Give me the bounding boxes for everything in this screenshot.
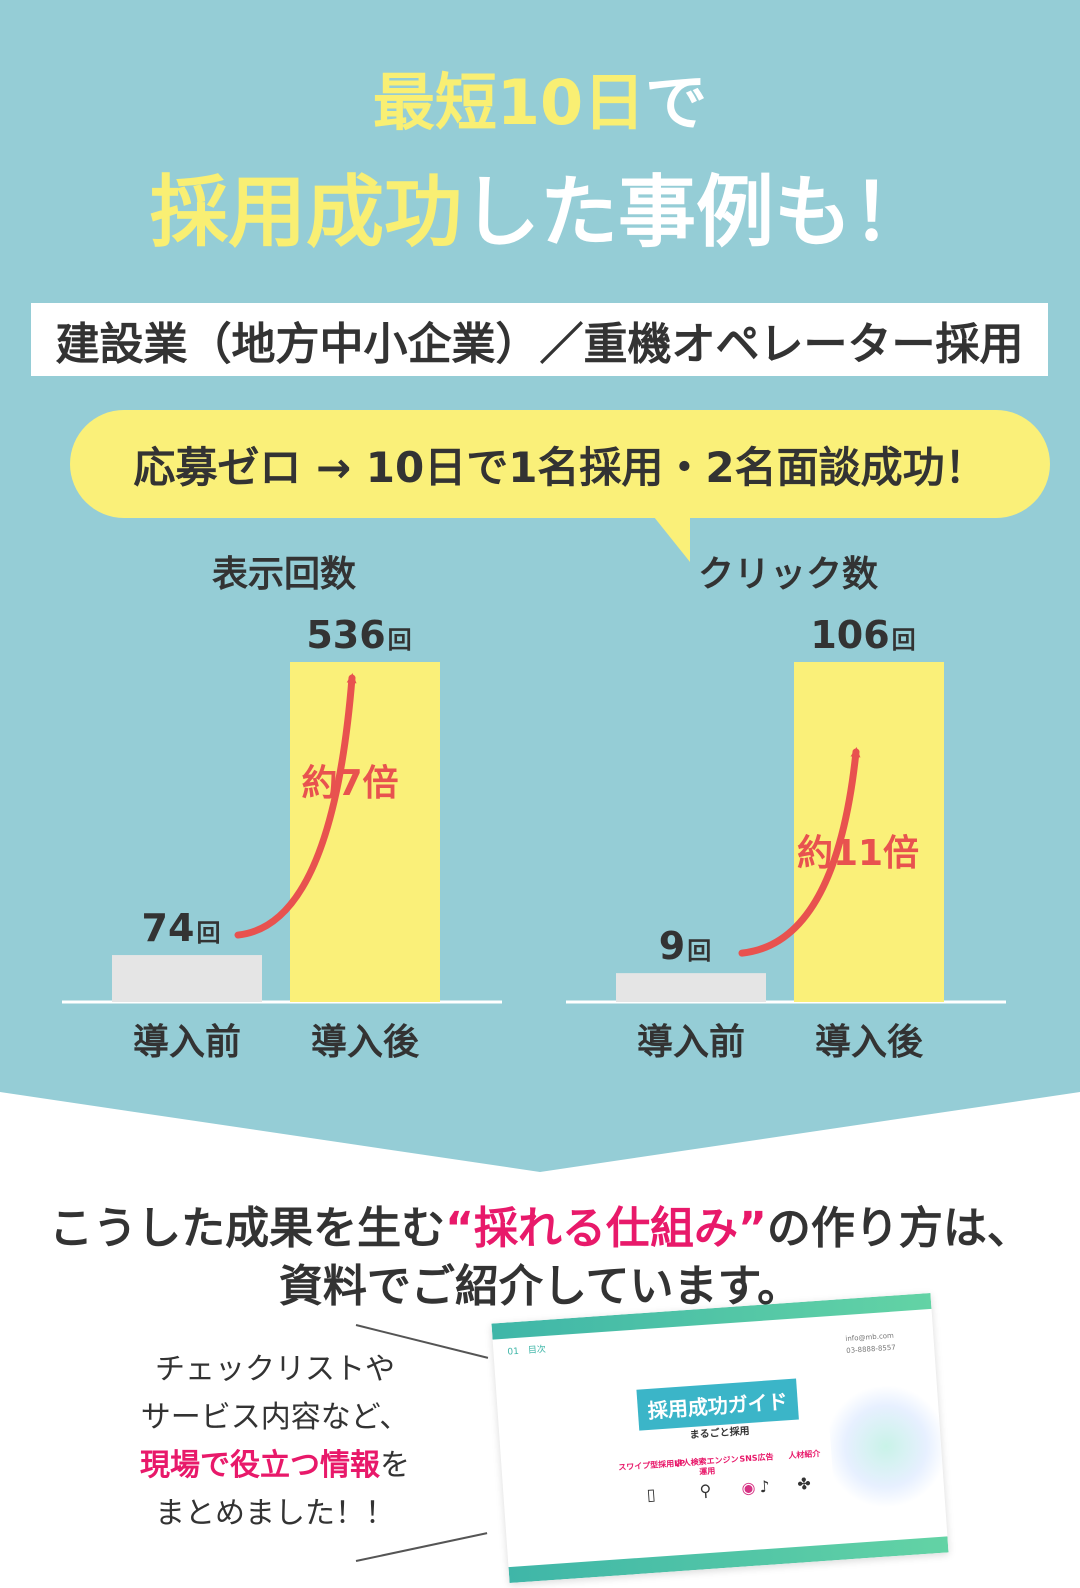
result-bubble: 応募ゼロ → 10日で1名採用・2名面談成功！ <box>70 410 1050 518</box>
bar-unit: 回 <box>687 937 711 965</box>
bar-value-label: 74回 <box>142 906 221 950</box>
message-part2: の作り方は、 <box>766 1203 1031 1254</box>
bar-charts: 表示回数74回導入前536回導入後約7倍クリック数9回導入前106回導入後約11… <box>62 554 1006 1063</box>
bar-unit: 回 <box>892 626 916 654</box>
bar-unit: 回 <box>196 919 220 947</box>
side-note-line3: 現場で役立つ情報を <box>90 1442 460 1490</box>
bar-value-label: 536回 <box>306 613 411 657</box>
message: こうした成果を生む“採れる仕組み”の作り方は、 資料でご紹介しています。 <box>0 1200 1080 1316</box>
growth-arrow <box>234 673 357 939</box>
headline-accent-1: 最短10日 <box>372 66 646 139</box>
side-note-line4: まとめました！！ <box>155 1496 395 1531</box>
headline-accent-2: 採用成功 <box>149 168 462 258</box>
bar-value: 106 <box>810 613 889 657</box>
bar-導入後 <box>290 662 440 1002</box>
phone-icon: ▯ <box>646 1484 657 1505</box>
side-note-accent-suffix: を <box>380 1448 410 1483</box>
multiplier-label: 約11倍 <box>797 833 919 874</box>
handshake-icon: ✤ <box>796 1473 812 1494</box>
bar-導入前 <box>616 973 766 1002</box>
bar-value-label: 9回 <box>659 924 711 968</box>
doc-glow <box>826 1382 946 1511</box>
chart-title: 表示回数 <box>212 554 356 595</box>
bar-導入前 <box>112 955 262 1002</box>
bar-value: 536 <box>306 613 385 657</box>
doc-item-agent: 人材紹介 <box>788 1449 821 1461</box>
side-note-accent: 現場で役立つ情報 <box>140 1448 380 1483</box>
headline-line1: 最短10日で <box>0 52 1080 142</box>
side-note-line2: サービス内容など、 <box>140 1400 410 1435</box>
message-line1: こうした成果を生む“採れる仕組み”の作り方は、 <box>0 1200 1080 1258</box>
search-icon: ⚲ <box>698 1480 713 1501</box>
multiplier-label: 約7倍 <box>301 763 398 804</box>
category-label: 導入前 <box>637 1022 745 1063</box>
doc-bottom-bar <box>508 1536 949 1584</box>
category-label: 導入後 <box>815 1022 924 1063</box>
bar-value: 9 <box>659 924 685 968</box>
doc-title: 採用成功ガイド <box>636 1378 799 1431</box>
bar-unit: 回 <box>388 626 412 654</box>
category-label: 導入前 <box>133 1022 241 1063</box>
growth-arrow <box>738 747 861 957</box>
tiktok-icon: ♪ <box>758 1476 771 1497</box>
message-part1: こうした成果を生む <box>49 1203 446 1254</box>
category-label: 導入後 <box>311 1022 420 1063</box>
message-line2: 資料でご紹介しています。 <box>278 1261 802 1312</box>
instagram-icon: ◉ <box>740 1477 757 1498</box>
chart-title: クリック数 <box>698 554 878 595</box>
message-accent: “採れる仕組み” <box>445 1203 767 1254</box>
bar-value: 74 <box>142 906 195 950</box>
doc-subtitle: まるごと採用 <box>689 1425 750 1442</box>
headline-rest-2: した事例も！ <box>462 168 931 258</box>
document-preview: 01 目次 info@mb.com 03-8888-8557 採用成功ガイド ま… <box>491 1292 949 1584</box>
case-label: 建設業（地方中小企業）／重機オペレーター採用 <box>31 303 1048 376</box>
doc-contact-phone: 03-8888-8557 <box>845 1343 896 1355</box>
doc-toc: 01 目次 <box>507 1344 547 1358</box>
bubble-tail <box>650 512 690 562</box>
side-note-line1: チェックリストや <box>155 1352 395 1387</box>
headline-rest-1: で <box>645 66 708 139</box>
bar-value-label: 106回 <box>810 613 915 657</box>
headline-line2: 採用成功した事例も！ <box>0 150 1080 262</box>
doc-contact-email: info@mb.com <box>845 1331 895 1344</box>
bar-導入後 <box>794 662 944 1002</box>
side-note: チェックリストや サービス内容など、 現場で役立つ情報を まとめました！！ <box>90 1346 460 1538</box>
